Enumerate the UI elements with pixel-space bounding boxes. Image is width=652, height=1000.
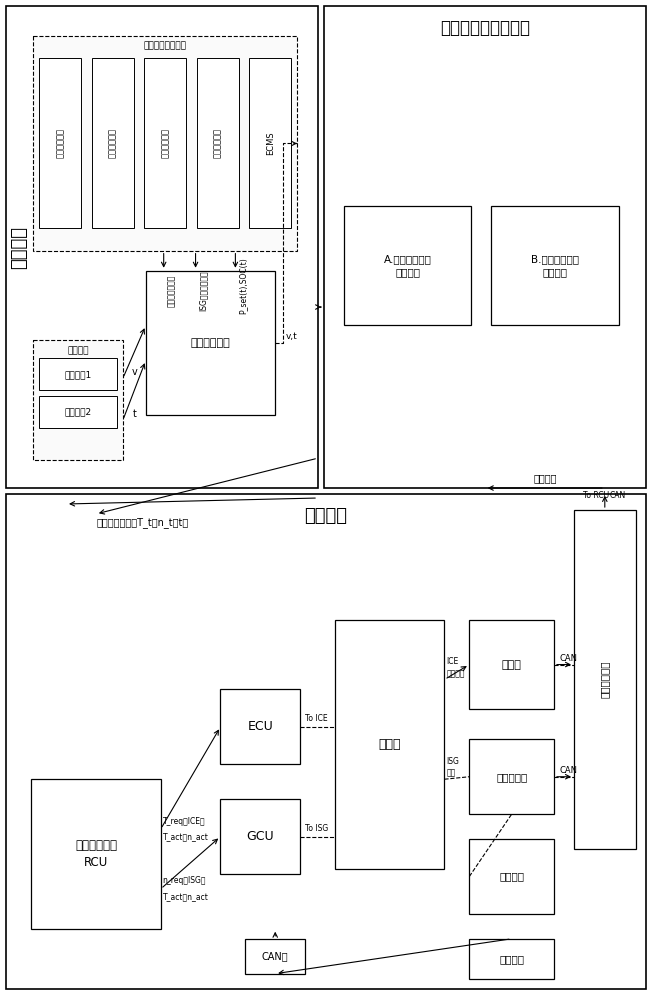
Bar xyxy=(245,939,305,974)
Bar xyxy=(39,396,117,428)
Text: 功率跟随策略: 功率跟随策略 xyxy=(213,128,222,158)
Bar xyxy=(220,689,300,764)
Bar xyxy=(92,58,134,228)
Bar xyxy=(33,340,123,460)
Bar xyxy=(469,839,554,914)
Bar xyxy=(144,58,186,228)
Text: 台架控制系统: 台架控制系统 xyxy=(600,661,610,698)
Text: B.单点控制策略
结果对比: B.单点控制策略 结果对比 xyxy=(531,254,579,277)
Bar xyxy=(249,58,291,228)
Text: T_req（ICE）: T_req（ICE） xyxy=(163,817,205,826)
Text: To ICE: To ICE xyxy=(305,714,328,723)
Text: 增程器: 增程器 xyxy=(378,738,401,751)
Text: 发动机控制信号: 发动机控制信号 xyxy=(167,274,175,307)
Bar xyxy=(469,939,554,979)
Bar xyxy=(492,206,619,325)
Text: v: v xyxy=(132,367,137,377)
Text: 标定电脑: 标定电脑 xyxy=(499,954,524,964)
Text: A.功率跟随策略
结果对比: A.功率跟随策略 结果对比 xyxy=(384,254,432,277)
Bar xyxy=(39,58,81,228)
Text: T_act，n_act: T_act，n_act xyxy=(163,892,209,901)
Text: CAN卡: CAN卡 xyxy=(262,951,289,961)
Text: CAN: CAN xyxy=(610,491,626,500)
Bar xyxy=(146,271,275,415)
Text: v,t: v,t xyxy=(286,332,298,341)
Text: 驾驶工况1: 驾驶工况1 xyxy=(65,370,92,379)
Text: 增程器控制器
RCU: 增程器控制器 RCU xyxy=(75,839,117,869)
Text: n_req（ISG）: n_req（ISG） xyxy=(163,876,206,885)
Bar xyxy=(469,620,554,709)
Text: CAN: CAN xyxy=(559,654,577,663)
Text: 试验平台: 试验平台 xyxy=(304,507,348,525)
Text: 模拟电源: 模拟电源 xyxy=(499,871,524,881)
Bar xyxy=(7,494,645,989)
Text: 油耗仪: 油耗仪 xyxy=(502,660,522,670)
Text: 能量管理策略模型: 能量管理策略模型 xyxy=(143,42,186,51)
Text: ECU: ECU xyxy=(247,720,273,733)
Text: ICE
燃油供给: ICE 燃油供给 xyxy=(447,657,465,678)
Text: CAN: CAN xyxy=(559,766,577,775)
Bar xyxy=(469,739,554,814)
Text: 整车物理模型: 整车物理模型 xyxy=(190,338,230,348)
Bar xyxy=(31,779,160,929)
Text: 仿真与试验结果对比: 仿真与试验结果对比 xyxy=(440,19,530,37)
Bar xyxy=(574,510,636,849)
Bar xyxy=(335,620,445,869)
Text: P_set(t),SOC(t): P_set(t),SOC(t) xyxy=(239,257,247,314)
Text: 多点控制策略: 多点控制策略 xyxy=(108,128,117,158)
Text: To RCU: To RCU xyxy=(583,491,609,500)
Text: 仿真平台: 仿真平台 xyxy=(10,226,28,269)
Bar xyxy=(197,58,239,228)
Text: 车速跟随策略: 车速跟随策略 xyxy=(160,128,170,158)
Text: 驾驶工况: 驾驶工况 xyxy=(67,346,89,355)
Text: 单点控制策略: 单点控制策略 xyxy=(55,128,65,158)
Text: GCU: GCU xyxy=(246,830,274,843)
Bar xyxy=(7,6,318,488)
Text: ISG电机控制信号: ISG电机控制信号 xyxy=(199,270,207,311)
Text: 仿真计算结果（T_t，n_t，t）: 仿真计算结果（T_t，n_t，t） xyxy=(96,517,188,528)
Text: 功率分析仪: 功率分析仪 xyxy=(496,772,527,782)
Text: 模型验证: 模型验证 xyxy=(533,473,557,483)
Bar xyxy=(324,6,645,488)
Text: To ISG: To ISG xyxy=(305,824,329,833)
Bar xyxy=(33,36,297,251)
Bar xyxy=(39,358,117,390)
Text: t: t xyxy=(132,409,136,419)
Text: ISG
发电: ISG 发电 xyxy=(447,757,460,778)
Bar xyxy=(220,799,300,874)
Text: T_act，n_act: T_act，n_act xyxy=(163,833,209,842)
Bar xyxy=(344,206,471,325)
Text: ECMS: ECMS xyxy=(266,131,274,155)
Text: 驾驶工况2: 驾驶工况2 xyxy=(65,408,92,417)
